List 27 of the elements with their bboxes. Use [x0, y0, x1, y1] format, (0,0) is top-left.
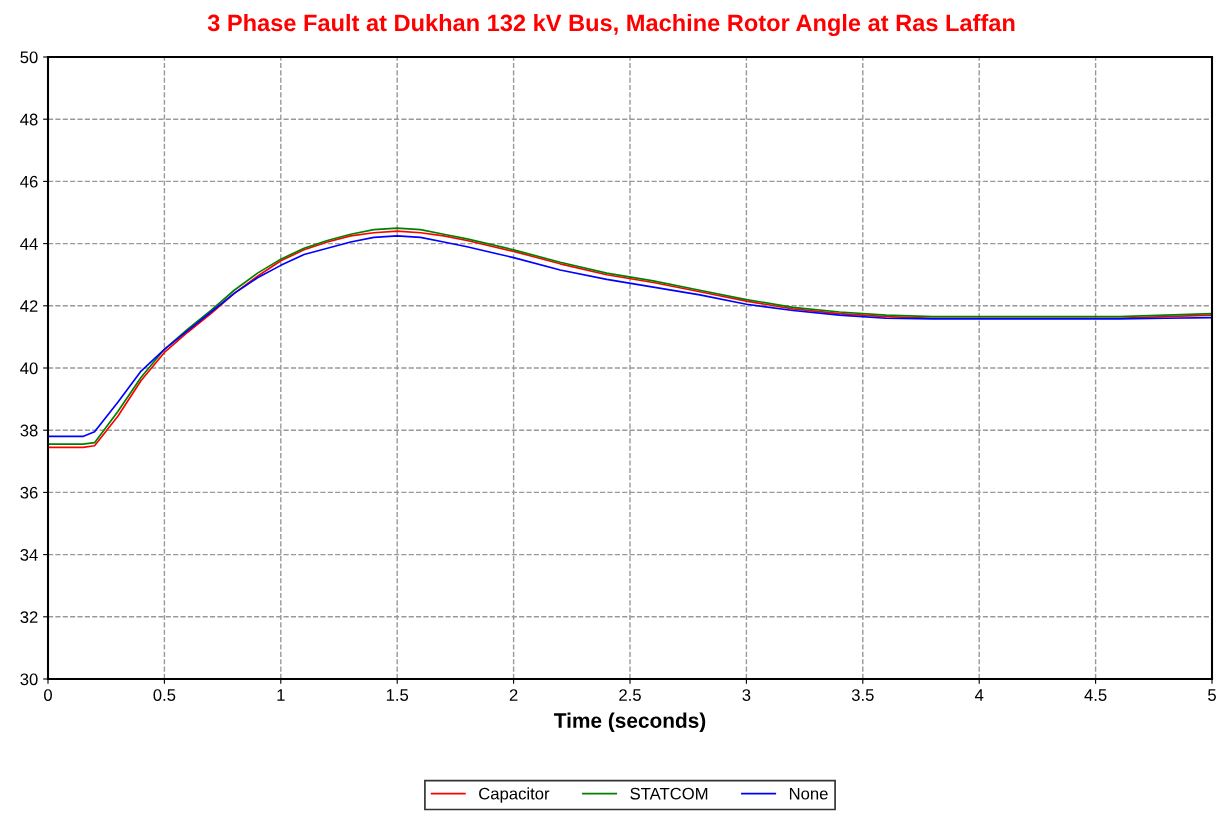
x-tick-label: 0 [44, 689, 52, 701]
legend-label: STATCOM [630, 787, 708, 800]
y-tick-label: 36 [20, 486, 38, 499]
x-tick-label: 3.5 [851, 689, 874, 701]
x-axis-title: Time (seconds) [554, 712, 706, 733]
legend-label: None [789, 787, 828, 800]
x-tick-label: 4 [974, 689, 984, 701]
y-tick-label: 44 [20, 238, 38, 250]
y-tick-label: 38 [20, 424, 38, 437]
y-tick-label: 32 [20, 611, 38, 623]
y-tick-label: 30 [20, 673, 38, 686]
x-tick-label: 1 [277, 689, 285, 701]
y-tick-label: 42 [20, 300, 38, 312]
y-tick-label: 50 [20, 51, 38, 64]
legend-label: Capacitor [479, 787, 550, 803]
y-tick-label: 46 [20, 175, 38, 188]
x-tick-label: 2 [509, 689, 518, 701]
x-tick-label: 4.5 [1084, 689, 1107, 701]
y-tick-label: 34 [20, 549, 38, 561]
x-tick-label: 1.5 [386, 689, 409, 701]
y-tick-label: 40 [20, 362, 38, 375]
x-tick-label: 5 [1208, 689, 1216, 701]
x-tick-label: 3 [742, 689, 751, 701]
x-tick-label: 0.5 [153, 689, 176, 701]
y-tick-label: 48 [20, 113, 38, 126]
chart-title: 3 Phase Fault at Dukhan 132 kV Bus, Machine Rotor Angle at Ras Laffan [207, 13, 1015, 37]
x-tick-label: 2.5 [619, 689, 641, 701]
